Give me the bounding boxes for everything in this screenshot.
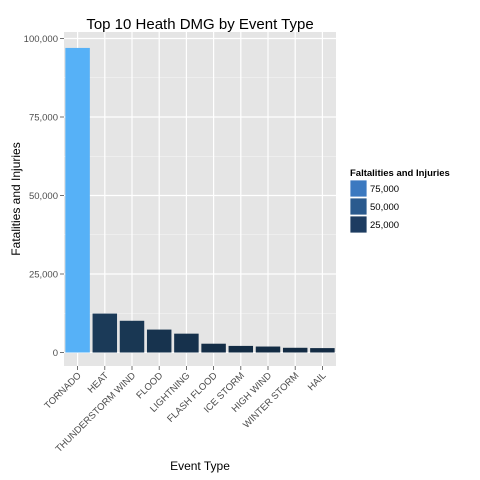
legend-label: 50,000 bbox=[370, 202, 399, 213]
y-axis-label: Fatalities and Injuries bbox=[9, 142, 23, 255]
x-tick-label: HAIL bbox=[306, 370, 329, 393]
bar-flash-flood bbox=[201, 343, 226, 353]
bar-high-wind bbox=[255, 346, 281, 353]
y-tick-label: 25,000 bbox=[29, 270, 58, 281]
y-axis-ticks: 0 25,000 50,000 75,000 100,000 bbox=[24, 34, 64, 359]
y-tick-label: 75,000 bbox=[29, 113, 58, 124]
legend-title: Faltalities and Injuries bbox=[350, 168, 450, 179]
x-tick-label: TORNADO bbox=[42, 370, 83, 411]
bar-tornado bbox=[65, 47, 90, 353]
bar-heat bbox=[92, 313, 118, 353]
bar-ice-storm bbox=[228, 345, 254, 353]
bar-lightning bbox=[174, 333, 199, 353]
y-tick-label: 0 bbox=[53, 348, 58, 359]
y-tick-label: 50,000 bbox=[29, 191, 58, 202]
legend-label: 75,000 bbox=[370, 184, 399, 195]
legend-key bbox=[349, 197, 368, 216]
legend-key bbox=[349, 215, 368, 234]
bar-winter-storm bbox=[282, 347, 308, 353]
legend-key bbox=[349, 179, 368, 198]
chart-title: Top 10 Heath DMG by Event Type bbox=[86, 16, 313, 33]
bar-flood bbox=[146, 329, 172, 353]
bar-hail bbox=[310, 348, 335, 353]
x-axis-label: Event Type bbox=[170, 459, 230, 473]
bar-thunderstorm-wind bbox=[119, 320, 145, 353]
y-tick-label: 100,000 bbox=[24, 34, 58, 45]
plot-panel bbox=[64, 32, 336, 366]
legend: Faltalities and Injuries 75,000 50,000 25,… bbox=[349, 168, 450, 234]
x-tick-label: HEAT bbox=[86, 370, 111, 395]
bars bbox=[65, 47, 335, 353]
legend-label: 25,000 bbox=[370, 220, 399, 231]
